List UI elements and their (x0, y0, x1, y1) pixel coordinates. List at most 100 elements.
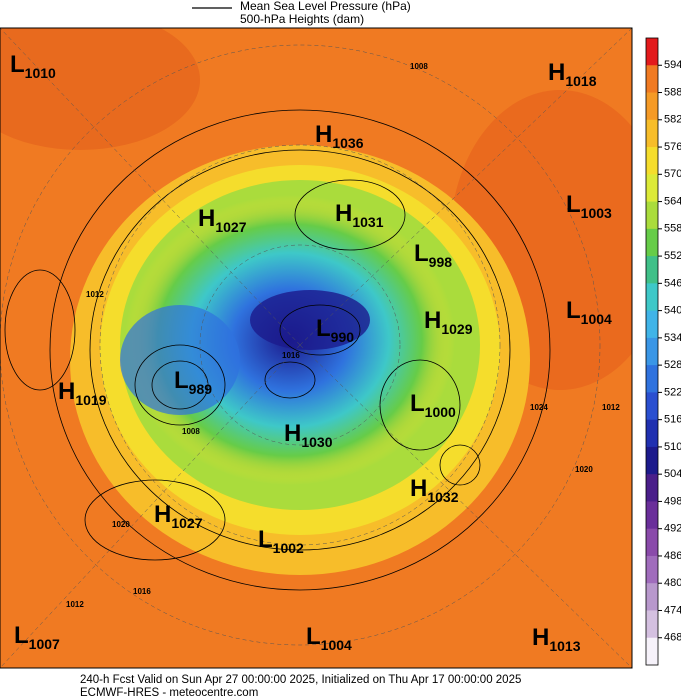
pressure-system-label: L990 (316, 315, 354, 344)
colorbar-tick-label: 510 (664, 441, 681, 453)
colorbar-band (646, 174, 658, 203)
pressure-system-label: L998 (414, 240, 452, 269)
colorbar-frame (645, 37, 659, 666)
pressure-system-label: L1004 (306, 623, 352, 652)
colorbar-tick-label: 498 (664, 495, 681, 507)
graticule (0, 28, 632, 668)
pressure-system-label: H1018 (548, 59, 597, 88)
system-pressure: 1030 (301, 434, 332, 450)
system-pressure: 1003 (581, 205, 612, 221)
system-type: H (58, 378, 75, 405)
colorbar-tick-label: 546 (664, 277, 681, 289)
colorbar-tick-label: 558 (664, 223, 681, 235)
system-type: L (566, 297, 581, 324)
system-pressure: 1010 (25, 65, 56, 81)
system-pressure: 1027 (215, 219, 246, 235)
legend-text: 500-hPa Heights (dam) (240, 12, 364, 26)
colorbar-tick-label: 582 (664, 114, 681, 126)
colorbar-tick-label: 534 (664, 332, 681, 344)
system-pressure: 1002 (273, 540, 304, 556)
system-type: L (414, 240, 429, 267)
contour-label: 1012 (86, 290, 104, 299)
contour-label: 1012 (66, 600, 84, 609)
pressure-system-label: L1004 (566, 297, 612, 326)
colorbar-band (646, 228, 658, 257)
system-type: H (284, 420, 301, 447)
system-pressure: 1019 (75, 392, 106, 408)
system-pressure: 1004 (321, 637, 352, 653)
contour-label: 1024 (530, 403, 548, 412)
footer-text: 240-h Fcst Valid on Sun Apr 27 00:00:00 … (80, 674, 521, 686)
pressure-system-label: H1019 (58, 378, 107, 407)
contour-label: 1012 (602, 403, 620, 412)
colorbar-band (646, 474, 658, 502)
contour-label: 1020 (575, 465, 593, 474)
colorbar-band (646, 65, 658, 94)
colorbar-band (646, 119, 658, 148)
colorbar-tick-label: 468 (664, 632, 681, 644)
system-type: H (315, 121, 332, 148)
contour-label: 1008 (182, 427, 200, 436)
colorbar-tick-label: 474 (664, 604, 681, 616)
colorbar: 594 588 582 576 570 564 558 552 546 540 534 528 522 5… (645, 37, 681, 666)
system-type: H (154, 501, 171, 528)
pressure-system-label: H1036 (315, 121, 364, 150)
pressure-system-label: L1003 (566, 191, 612, 220)
height-low (250, 290, 370, 350)
colorbar-tick-label: 576 (664, 141, 681, 153)
system-type: L (316, 315, 331, 342)
system-pressure: 1013 (549, 638, 580, 654)
colorbar-band (646, 637, 658, 666)
contour-label: 1020 (112, 520, 130, 529)
system-pressure: 1032 (427, 489, 458, 505)
colorbar-band (646, 337, 658, 366)
colorbar-tick-label: 528 (664, 359, 681, 371)
colorbar-tick-label: 594 (664, 59, 681, 71)
colorbar-tick-label: 522 (664, 386, 681, 398)
system-pressure: 998 (429, 254, 453, 270)
colorbar-band (646, 583, 658, 611)
colorbar-tick-label: 540 (664, 305, 681, 317)
colorbar-band (646, 201, 658, 230)
system-pressure: 1018 (565, 73, 596, 89)
system-type: H (198, 205, 215, 232)
system-pressure: 990 (331, 329, 355, 345)
pressure-system-label: L1010 (10, 51, 56, 80)
pressure-system-label: L989 (174, 367, 212, 396)
system-pressure: 1000 (425, 404, 456, 420)
colorbar-band (646, 610, 658, 639)
colorbar-band (646, 365, 658, 393)
colorbar-band (646, 38, 658, 66)
colorbar-band (646, 446, 658, 475)
system-type: L (306, 623, 321, 650)
contour-label: 1016 (133, 587, 151, 596)
colorbar-band (646, 501, 658, 530)
system-type: H (335, 200, 352, 227)
system-pressure: 1031 (352, 214, 383, 230)
system-type: H (532, 624, 549, 651)
colorbar-tick-label: 516 (664, 414, 681, 426)
pressure-system-label: H1027 (198, 205, 247, 234)
pressure-system-label: H1013 (532, 624, 581, 653)
colorbar-tick-label: 486 (664, 550, 681, 562)
pressure-system-label: H1032 (410, 475, 459, 504)
pressure-system-label: H1031 (335, 200, 384, 229)
pressure-system-label: H1029 (424, 307, 473, 336)
colorbar-tick-label: 480 (664, 577, 681, 589)
map (0, 28, 632, 668)
system-type: L (258, 526, 273, 553)
system-pressure: 1004 (581, 311, 612, 327)
footer-text: ECMWF-HRES - meteocentre.com (80, 687, 258, 699)
colorbar-tick-label: 552 (664, 250, 681, 262)
contour-label: 1016 (282, 351, 300, 360)
system-type: L (14, 622, 29, 649)
colorbar-tick-label: 570 (664, 168, 681, 180)
system-type: L (566, 191, 581, 218)
colorbar-band (646, 147, 658, 175)
pressure-system-label: L1007 (14, 622, 60, 651)
colorbar-band (646, 283, 658, 312)
contour-label: 1008 (410, 62, 428, 71)
system-pressure: 1027 (171, 515, 202, 531)
system-pressure: 989 (189, 381, 213, 397)
